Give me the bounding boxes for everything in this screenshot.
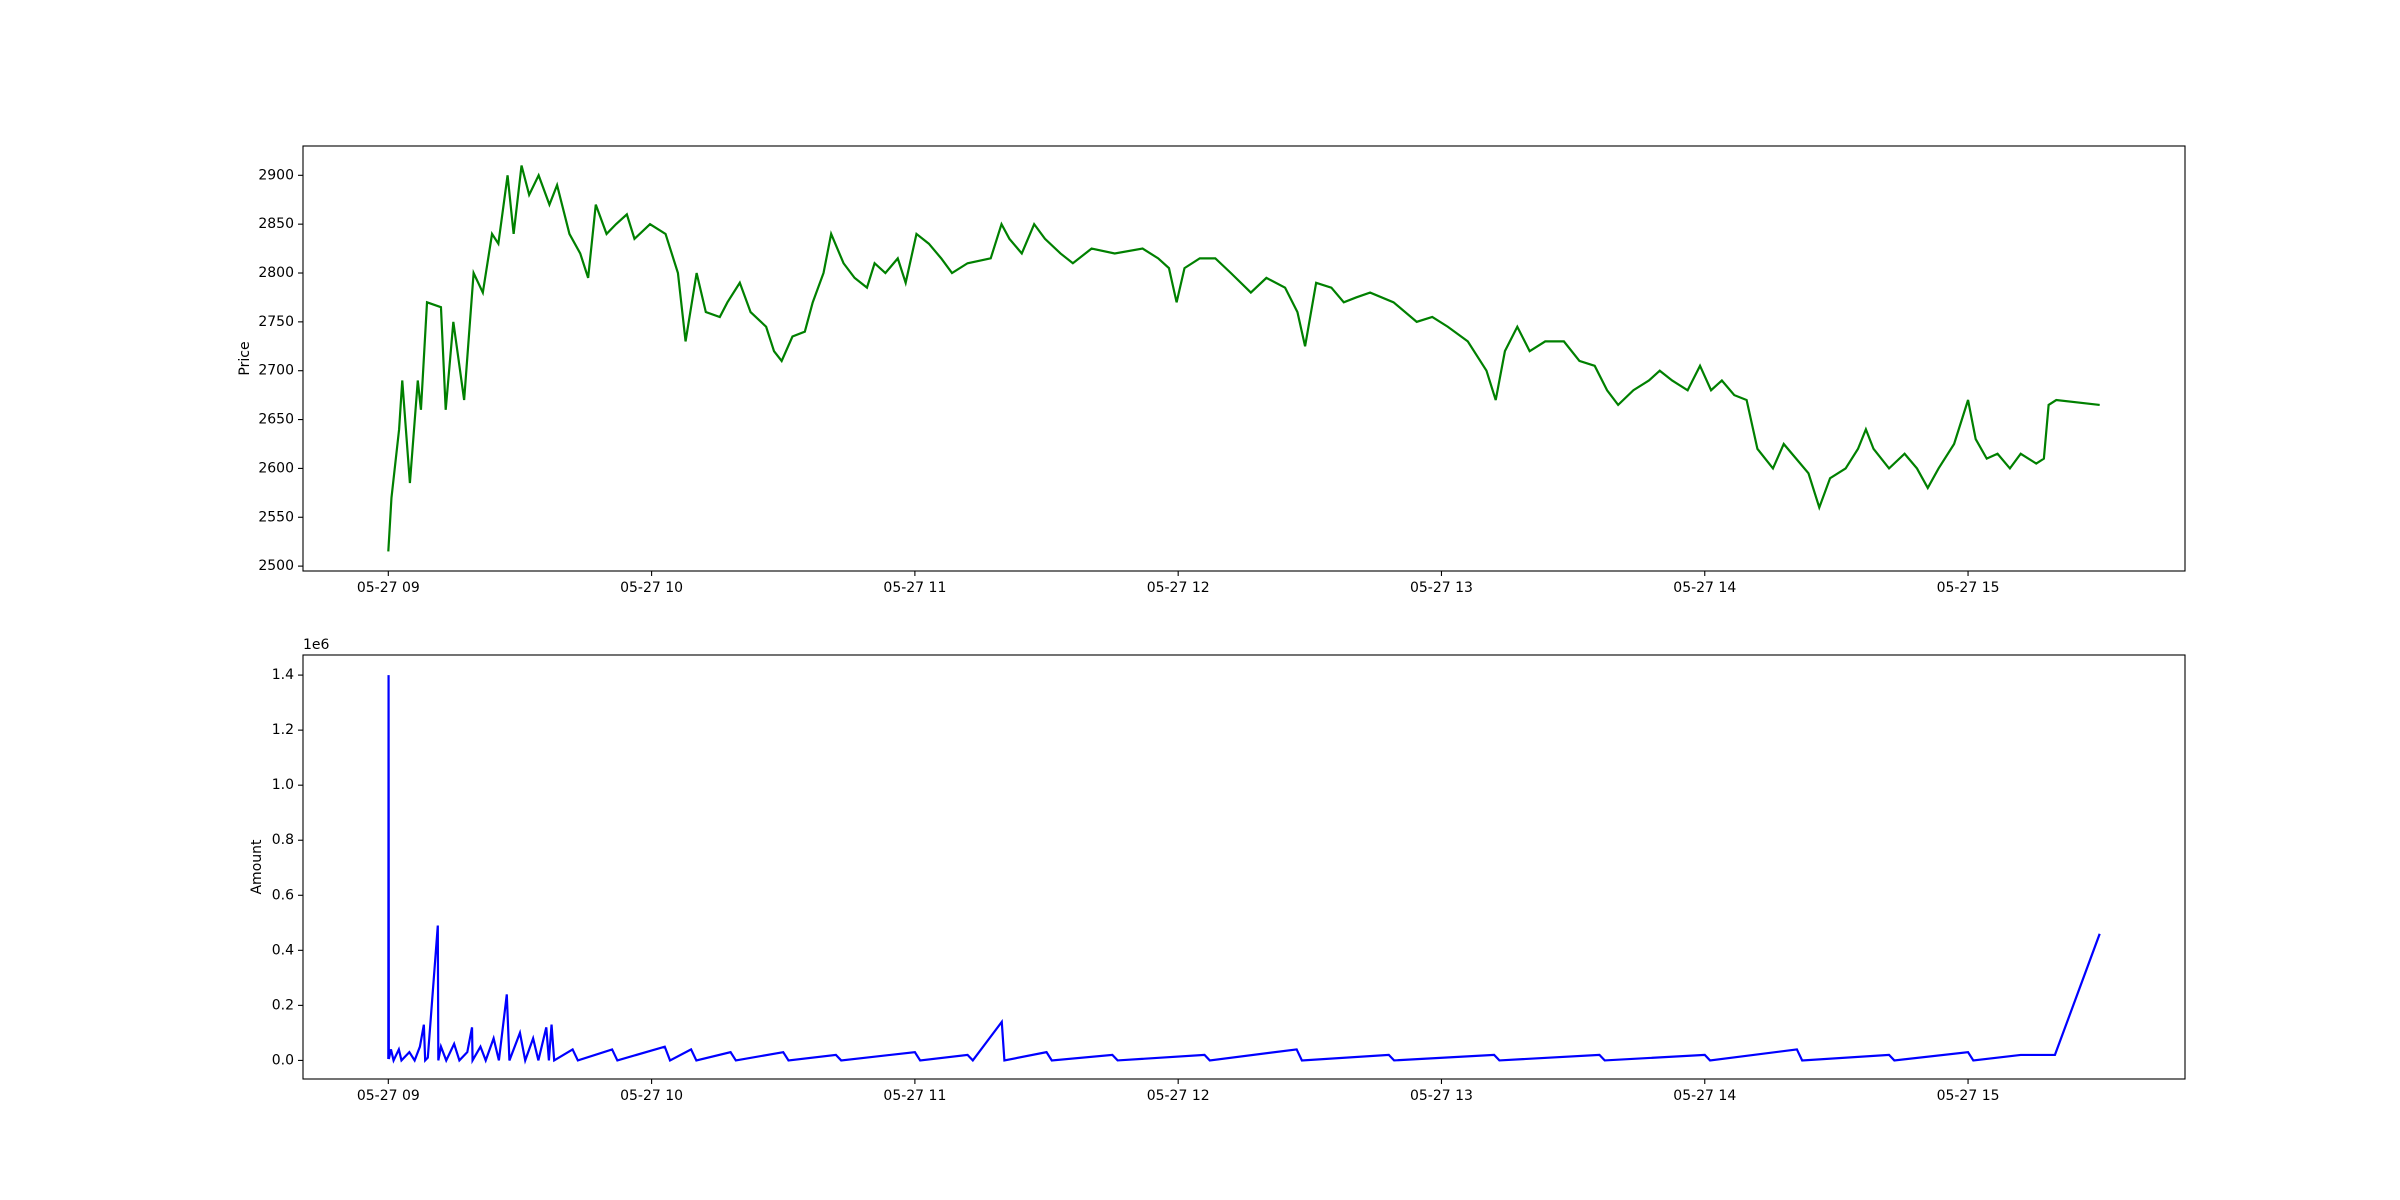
x-tick-label: 05-27 15	[1937, 1088, 2000, 1104]
y-tick-label: 0.8	[272, 832, 294, 848]
y-tick-label: 0.4	[272, 942, 294, 958]
y-axis-label: Amount	[249, 839, 265, 895]
y-tick-label: 0.0	[272, 1052, 294, 1068]
y-tick-label: 1.4	[272, 667, 294, 683]
axes-frame	[302, 654, 2186, 1080]
y-tick-label: 0.6	[272, 887, 294, 903]
data-line	[387, 675, 2101, 1065]
x-tick-label: 05-27 13	[1410, 1088, 1473, 1104]
y-tick-label: 2750	[258, 314, 294, 330]
y-tick-label: 2600	[258, 460, 294, 476]
y-tick-label: 2700	[258, 363, 294, 379]
x-tick-label: 05-27 10	[620, 580, 683, 596]
y-tick-label: 0.2	[272, 997, 294, 1013]
y-tick-label: 2500	[258, 558, 294, 574]
y-tick-label: 2650	[258, 412, 294, 428]
data-line	[387, 165, 2100, 552]
x-tick-label: 05-27 14	[1673, 580, 1736, 596]
y-tick-label: 2900	[258, 167, 294, 183]
x-tick-label: 05-27 11	[883, 1088, 946, 1104]
offset-text: 1e6	[303, 637, 330, 653]
x-tick-label: 05-27 15	[1937, 580, 2000, 596]
axes-frame	[302, 145, 2186, 572]
x-tick-label: 05-27 09	[357, 1088, 420, 1104]
y-tick-label: 1.0	[272, 777, 294, 793]
y-tick-label: 2800	[258, 265, 294, 281]
x-tick-label: 05-27 10	[620, 1088, 683, 1104]
y-tick-label: 1.2	[272, 722, 294, 738]
y-axis-label: Price	[237, 341, 253, 375]
y-tick-label: 2550	[258, 509, 294, 525]
y-tick-label: 2850	[258, 216, 294, 232]
x-tick-label: 05-27 12	[1147, 580, 1210, 596]
x-tick-label: 05-27 09	[357, 580, 420, 596]
x-tick-label: 05-27 13	[1410, 580, 1473, 596]
x-tick-label: 05-27 14	[1673, 1088, 1736, 1104]
x-tick-label: 05-27 12	[1147, 1088, 1210, 1104]
x-tick-label: 05-27 11	[883, 580, 946, 596]
